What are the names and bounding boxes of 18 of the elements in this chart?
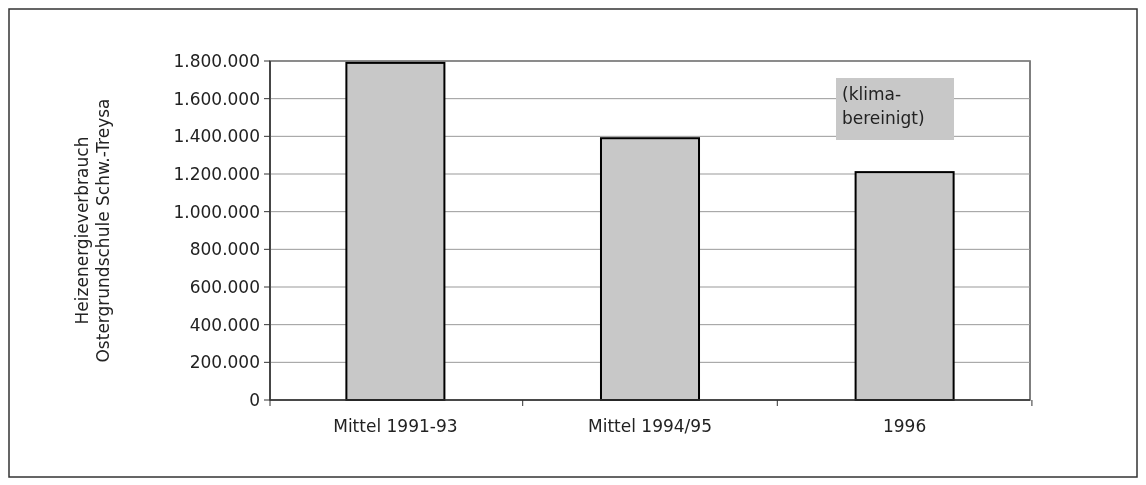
y-tick-label: 200.000 <box>189 352 260 373</box>
bar <box>599 137 701 401</box>
y-tick-label: 1.800.000 <box>173 50 260 71</box>
x-tick-label: Mittel 1991-93 <box>333 416 458 436</box>
y-tick-label: 800.000 <box>189 239 260 260</box>
y-tick-label: 1.200.000 <box>173 163 260 184</box>
annotation: (klima- bereinigt) <box>842 84 925 128</box>
y-tick-label: 1.600.000 <box>173 88 260 109</box>
y-tick-label: 1.000.000 <box>173 201 260 222</box>
y-tick-label: 0 <box>249 389 260 410</box>
x-tick-label: Mittel 1994/95 <box>588 416 712 436</box>
y-tick-label: 1.400.000 <box>173 126 260 147</box>
bar <box>345 61 446 401</box>
bar <box>854 171 955 401</box>
x-tick-label: 1996 <box>882 416 927 436</box>
y-tick-label: 600.000 <box>189 276 260 297</box>
y-tick-label: 400.000 <box>189 314 260 335</box>
y-axis-title: Heizenergieverbrauch Ostergrundschule Schw.-Treysa <box>72 98 114 363</box>
